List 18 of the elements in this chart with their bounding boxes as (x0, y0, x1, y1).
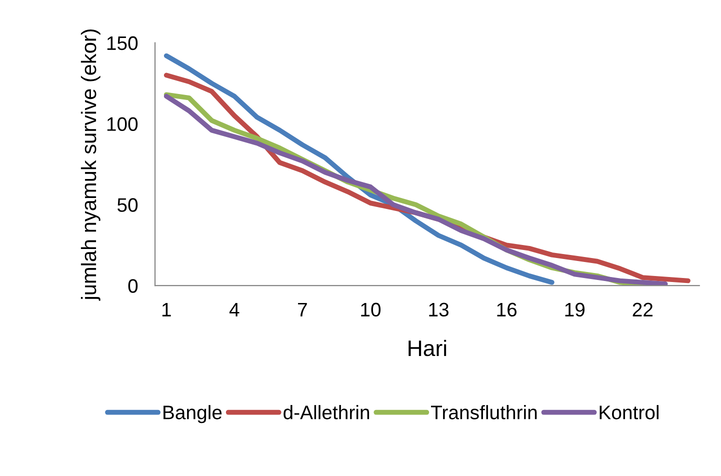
x-tick-label: 16 (497, 302, 517, 317)
y-tick-label: 100 (107, 117, 138, 131)
legend-label: Kontrol (600, 405, 658, 420)
y-tick-label: 0 (128, 279, 138, 293)
x-tick-label: 13 (429, 302, 448, 317)
x-axis-title: Hari (408, 340, 446, 356)
y-tick-label: 150 (107, 36, 138, 50)
y-tick-label: 50 (118, 198, 138, 212)
x-tick-label: 7 (298, 302, 307, 316)
y-axis-title: jumlah nyamuk survive (ekor) (80, 29, 100, 301)
legend-label: Transfluthrin (431, 405, 537, 420)
x-tick-label: 1 (162, 302, 171, 316)
legend-label: d-Allethrin (284, 405, 370, 420)
legend-label: Bangle (164, 405, 222, 424)
x-tick-label: 22 (632, 302, 653, 316)
x-tick-label: 4 (229, 302, 240, 316)
x-tick-label: 10 (361, 302, 381, 317)
x-tick-label: 19 (565, 302, 585, 317)
